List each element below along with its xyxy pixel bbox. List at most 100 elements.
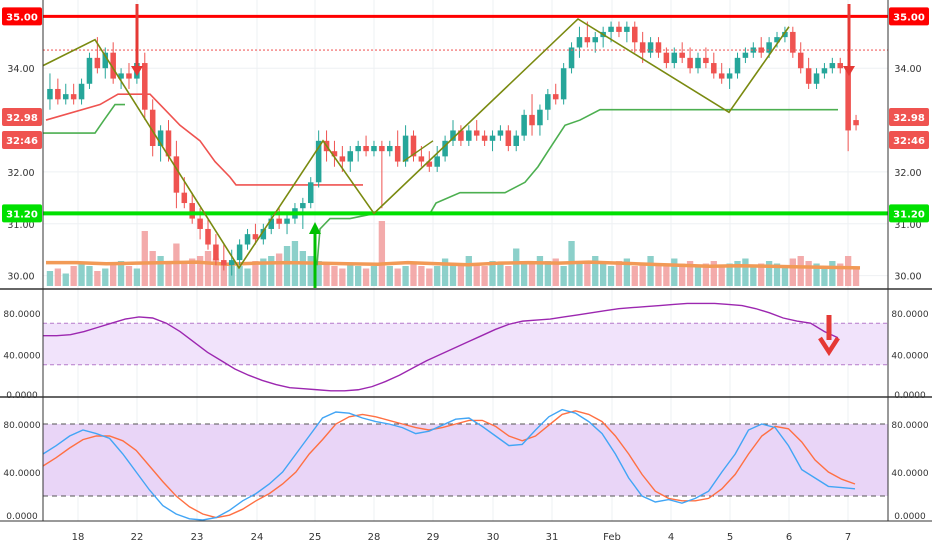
volume-bar xyxy=(386,266,393,286)
candle-body xyxy=(205,228,211,245)
x-tick-label: 28 xyxy=(368,532,381,543)
candle-body xyxy=(284,218,290,224)
volume-bar xyxy=(426,268,433,286)
candle-body xyxy=(718,73,725,79)
candle-body xyxy=(584,37,591,43)
last-price-label-box xyxy=(889,108,929,126)
volume-bar xyxy=(829,261,836,286)
candle-body xyxy=(766,42,772,53)
stochastic-tick-right: 80.0000 xyxy=(891,421,928,431)
volume-bar xyxy=(457,266,465,286)
volume-bar xyxy=(694,266,702,286)
x-tick-label: 5 xyxy=(727,532,733,543)
volume-bar xyxy=(489,261,496,286)
y-tick-label-right: 34.00 xyxy=(894,64,921,75)
volume-bar xyxy=(797,256,804,286)
candle-body xyxy=(149,109,156,146)
candle-body xyxy=(394,146,401,162)
x-tick-label: 24 xyxy=(251,532,264,543)
volume-bar xyxy=(844,256,852,286)
volume-bar xyxy=(434,266,441,286)
volume-bar xyxy=(228,266,235,286)
trailing-stop-green xyxy=(43,103,125,134)
last-price-label-box xyxy=(2,108,42,126)
volume-bar xyxy=(781,266,789,286)
candle-body xyxy=(513,135,519,146)
volume-bar xyxy=(299,251,307,286)
volume-bar xyxy=(805,261,812,286)
buy-arrow-head xyxy=(309,222,321,234)
candle-body xyxy=(355,146,361,152)
volume-bar xyxy=(339,268,346,286)
candle-body xyxy=(632,26,638,43)
oscillator-line xyxy=(43,302,839,392)
candle-body xyxy=(236,244,243,261)
volume-bar xyxy=(173,243,180,286)
volume-bar xyxy=(544,261,551,286)
candle-body xyxy=(55,88,61,100)
volume-bar xyxy=(212,258,220,286)
volume-moving-average xyxy=(46,260,861,270)
candle-body xyxy=(70,94,77,100)
volume-bar xyxy=(599,263,607,286)
candle-body xyxy=(545,94,551,110)
volume-bar xyxy=(718,266,725,286)
volume-bar xyxy=(465,256,472,286)
volume-bar xyxy=(196,256,204,286)
bar-countdown-label: 32:46 xyxy=(6,136,38,147)
candle-body xyxy=(497,130,504,136)
candle-body xyxy=(813,73,820,84)
candle-body xyxy=(126,73,132,79)
candle-body xyxy=(315,140,322,183)
stochastic-tick-left: 0.0000 xyxy=(6,512,38,522)
volume-bar xyxy=(789,258,796,286)
candle-body xyxy=(142,63,148,110)
volume-bar xyxy=(449,263,457,286)
x-tick-label: 7 xyxy=(845,532,851,543)
volume-bar xyxy=(362,268,370,286)
candle-body xyxy=(102,52,109,69)
candle-body xyxy=(568,47,575,69)
zigzag-line xyxy=(42,17,790,270)
candle-body xyxy=(197,218,203,229)
volume-bar xyxy=(513,248,520,286)
candle-body xyxy=(576,37,583,48)
candle-body xyxy=(758,47,764,53)
volume-bar xyxy=(236,266,243,286)
candle-body xyxy=(481,135,488,141)
zigzag-lines xyxy=(42,17,790,270)
y-tick-label-left: 34.00 xyxy=(7,64,34,75)
oscillator-tick-left: 40.0000 xyxy=(3,351,40,361)
x-tick-label: 23 xyxy=(191,532,204,543)
candle-body xyxy=(639,42,646,53)
volume-bar xyxy=(520,261,528,286)
volume-bar xyxy=(394,268,401,286)
candle-body xyxy=(703,57,709,64)
price-pane[interactable] xyxy=(43,0,888,288)
volume-bar xyxy=(813,263,820,286)
candle-body xyxy=(118,73,124,79)
volume-bar xyxy=(165,263,172,286)
volume-bar xyxy=(852,268,860,286)
candle-body xyxy=(442,140,448,157)
candle-body xyxy=(489,135,496,141)
y-tick-label-left: 30.00 xyxy=(7,272,34,283)
candle-body xyxy=(347,151,354,162)
volume-bar xyxy=(204,251,212,286)
volume-bar xyxy=(275,253,283,286)
volume-bar xyxy=(639,263,646,286)
candle-body xyxy=(552,94,559,100)
x-tick-label: 29 xyxy=(427,532,440,543)
candle-body xyxy=(821,68,828,74)
volume-bar xyxy=(62,273,69,286)
candle-body xyxy=(663,52,670,64)
last-price-label: 32.98 xyxy=(6,113,38,124)
candle-body xyxy=(734,57,741,74)
stochastic-tick-left: 80.0000 xyxy=(3,421,40,431)
stochastic-tick-right: 0.0000 xyxy=(894,512,926,522)
x-tick-label: 30 xyxy=(487,532,500,543)
candle-body xyxy=(86,57,93,84)
candle-body xyxy=(458,130,464,141)
volume-bar xyxy=(528,263,536,286)
volume-bar xyxy=(94,271,101,286)
